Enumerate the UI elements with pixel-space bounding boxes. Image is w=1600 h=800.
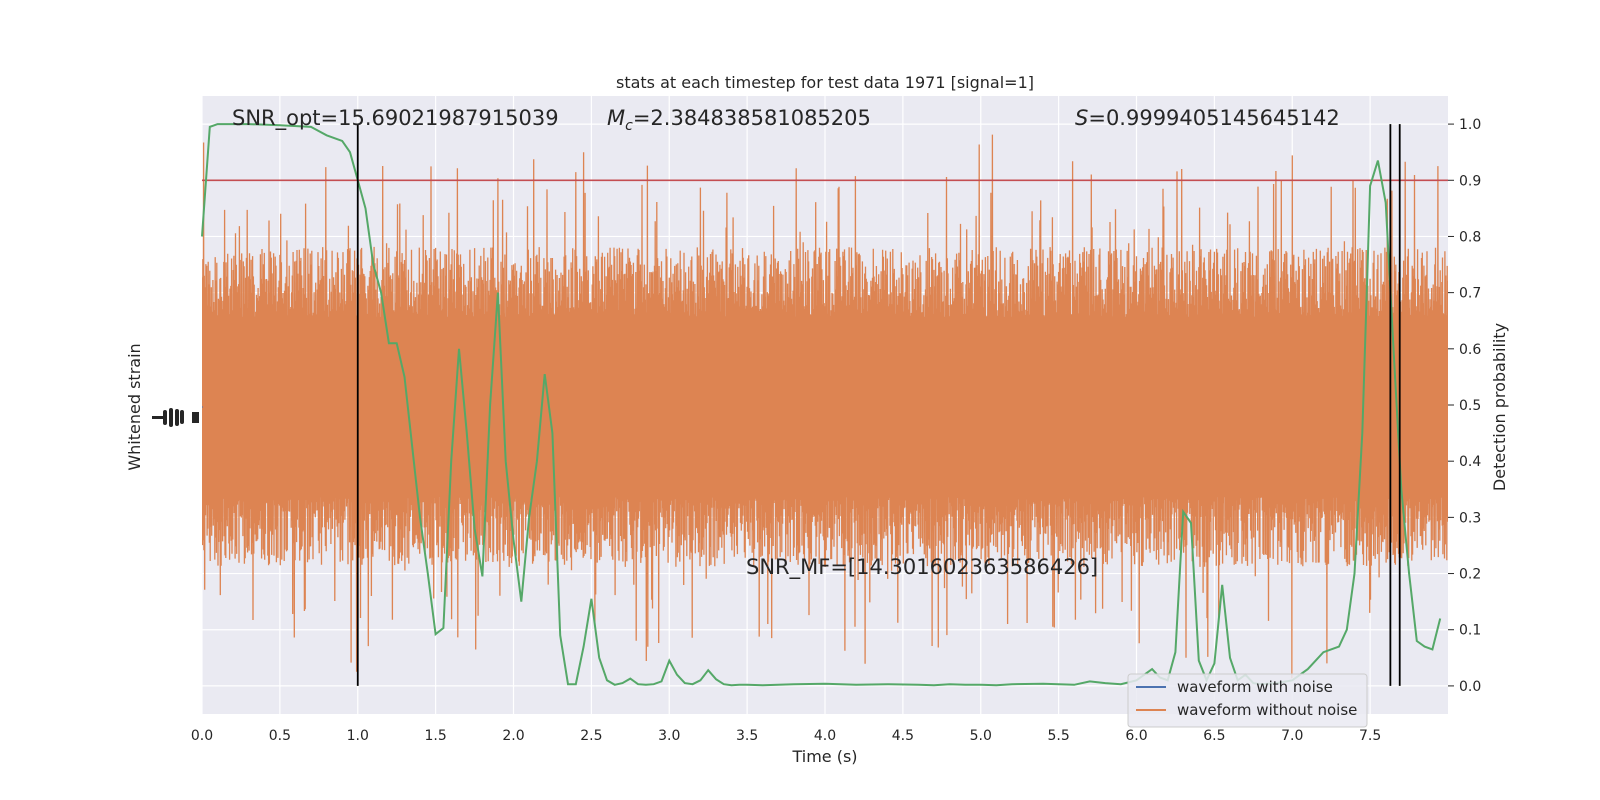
y-tick-label: 0.6	[1459, 342, 1481, 358]
x-tick-label: 1.5	[424, 728, 446, 744]
x-tick-label: 7.5	[1359, 728, 1381, 744]
left-y-axis-label: Whitened strain	[125, 343, 144, 470]
right-y-axis-label: Detection probability	[1490, 323, 1509, 491]
snr-opt-annotation: SNR_opt=15.69021987915039	[232, 106, 559, 131]
chirp-mass-annotation: Mc=2.384838581085205	[607, 106, 871, 134]
y-tick-label: 0.3	[1459, 510, 1481, 526]
x-tick-label: 3.5	[736, 728, 758, 744]
y-tick-label: 0.2	[1459, 567, 1481, 583]
legend: waveform with noise waveform without noi…	[1127, 673, 1368, 728]
y-tick-label: 1.0	[1459, 117, 1481, 133]
x-tick-label: 4.5	[892, 728, 914, 744]
left-y-axis-ticks	[152, 408, 199, 427]
right-y-axis-ticks: 0.0 0.1 0.2 0.3 0.4 0.5 0.6 0.7 0.8 0.9 1.0	[1448, 117, 1481, 695]
y-tick-label: 0.7	[1459, 286, 1481, 302]
x-tick-label: 6.5	[1203, 728, 1225, 744]
y-tick-label: 0.9	[1459, 173, 1481, 189]
y-tick-label: 0.5	[1459, 398, 1481, 414]
x-tick-label: 1.0	[347, 728, 369, 744]
legend-label-with-noise: waveform with noise	[1177, 678, 1333, 696]
x-tick-label: 5.0	[970, 728, 992, 744]
x-tick-label: 2.5	[580, 728, 602, 744]
s-annotation: S=0.9999405145645142	[1075, 106, 1340, 130]
snr-mf-annotation: SNR_MF=[14.301602363586426]	[746, 555, 1098, 580]
x-tick-label: 0.5	[269, 728, 291, 744]
x-tick-label: 4.0	[814, 728, 836, 744]
waveform-without-noise-line	[202, 134, 1448, 679]
x-tick-label: 0.0	[191, 728, 213, 744]
legend-label-without-noise: waveform without noise	[1177, 701, 1357, 719]
chart-title: stats at each timestep for test data 197…	[616, 73, 1034, 92]
y-tick-label: 0.4	[1459, 454, 1481, 470]
x-tick-label: 5.5	[1047, 728, 1069, 744]
x-tick-label: 6.0	[1125, 728, 1147, 744]
y-tick-label: 0.1	[1459, 623, 1481, 639]
y-tick-label: 0.8	[1459, 229, 1481, 245]
x-tick-label: 7.0	[1281, 728, 1303, 744]
event-marker-lines	[356, 124, 1401, 686]
y-tick-label: 0.0	[1459, 679, 1481, 695]
x-tick-label: 2.0	[502, 728, 524, 744]
x-axis-ticks: 0.0 0.5 1.0 1.5 2.0 2.5 3.0 3.5 4.0 4.5 5.0 5.5 6.0 6…	[191, 728, 1381, 744]
x-tick-label: 3.0	[658, 728, 680, 744]
x-axis-label: Time (s)	[791, 747, 857, 766]
